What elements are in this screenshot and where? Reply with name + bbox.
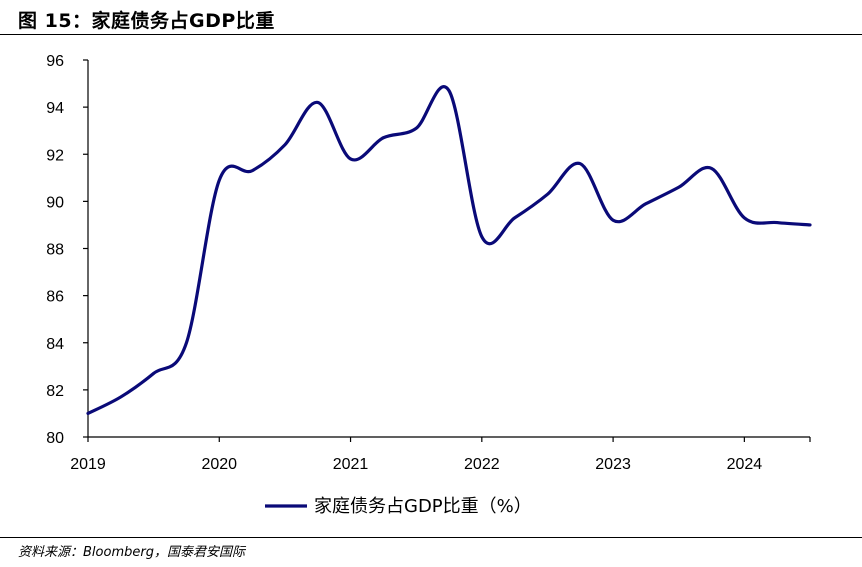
y-tick-label: 80 <box>46 430 64 447</box>
x-axis: 2019 2020 2021 2022 2023 2024 <box>70 436 811 473</box>
figure-title: 图 15：家庭债务占GDP比重 <box>18 10 275 32</box>
y-axis: 80 82 84 86 88 90 92 94 96 <box>46 53 89 447</box>
x-tick-label: 2019 <box>70 456 106 473</box>
legend: 家庭债务占GDP比重（%） <box>265 496 532 517</box>
series-line-household-debt <box>86 85 812 416</box>
y-tick-label: 90 <box>46 194 64 211</box>
y-tick-label: 86 <box>46 289 64 306</box>
y-tick-label: 84 <box>46 336 64 353</box>
x-tick-label: 2024 <box>727 456 763 473</box>
legend-label: 家庭债务占GDP比重（%） <box>314 496 532 517</box>
series-layer <box>86 85 812 416</box>
x-tick-label: 2023 <box>595 456 631 473</box>
x-tick-label: 2020 <box>201 456 237 473</box>
y-tick-label: 82 <box>46 383 64 400</box>
y-tick-label: 88 <box>46 242 64 259</box>
title-divider <box>0 34 862 35</box>
x-tick-label: 2021 <box>333 456 369 473</box>
source-divider <box>0 537 862 538</box>
y-tick-label: 94 <box>46 100 64 117</box>
x-tick-label: 2022 <box>464 456 500 473</box>
y-tick-label: 96 <box>46 53 64 70</box>
source-note: 资料来源：Bloomberg，国泰君安国际 <box>18 545 245 560</box>
y-tick-label: 92 <box>46 147 64 164</box>
